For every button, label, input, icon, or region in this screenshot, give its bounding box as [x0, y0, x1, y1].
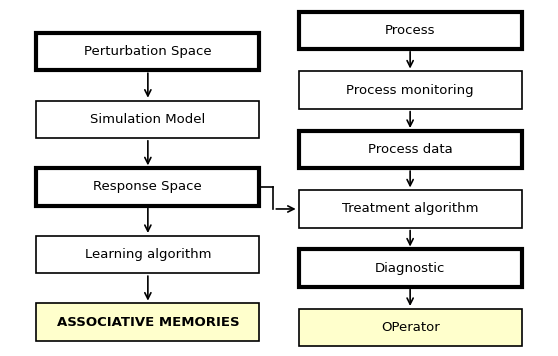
FancyBboxPatch shape: [299, 309, 522, 346]
FancyBboxPatch shape: [299, 190, 522, 228]
FancyBboxPatch shape: [36, 303, 259, 341]
FancyBboxPatch shape: [299, 249, 522, 287]
Text: Process monitoring: Process monitoring: [347, 84, 474, 96]
Text: Process data: Process data: [368, 143, 453, 156]
FancyBboxPatch shape: [299, 131, 522, 168]
Text: Simulation Model: Simulation Model: [90, 113, 205, 126]
Text: Learning algorithm: Learning algorithm: [85, 248, 211, 261]
FancyBboxPatch shape: [36, 168, 259, 206]
Text: OPerator: OPerator: [381, 321, 440, 334]
Text: Diagnostic: Diagnostic: [375, 262, 445, 274]
FancyBboxPatch shape: [299, 71, 522, 109]
Text: Treatment algorithm: Treatment algorithm: [342, 203, 478, 215]
Text: ASSOCIATIVE MEMORIES: ASSOCIATIVE MEMORIES: [56, 316, 239, 329]
FancyBboxPatch shape: [299, 11, 522, 49]
Text: Process: Process: [385, 24, 435, 37]
FancyBboxPatch shape: [36, 100, 259, 138]
FancyBboxPatch shape: [36, 236, 259, 273]
FancyBboxPatch shape: [36, 33, 259, 70]
Text: Perturbation Space: Perturbation Space: [84, 45, 211, 58]
Text: Response Space: Response Space: [94, 180, 202, 193]
